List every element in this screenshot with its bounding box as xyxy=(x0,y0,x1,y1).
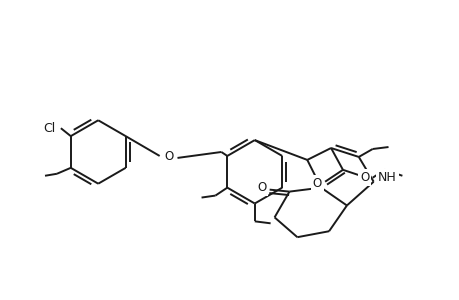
Text: O: O xyxy=(257,181,266,194)
Text: Cl: Cl xyxy=(43,122,55,135)
Text: O: O xyxy=(312,177,321,190)
Text: O: O xyxy=(359,171,369,184)
Text: O: O xyxy=(163,150,173,164)
Text: NH: NH xyxy=(377,171,396,184)
